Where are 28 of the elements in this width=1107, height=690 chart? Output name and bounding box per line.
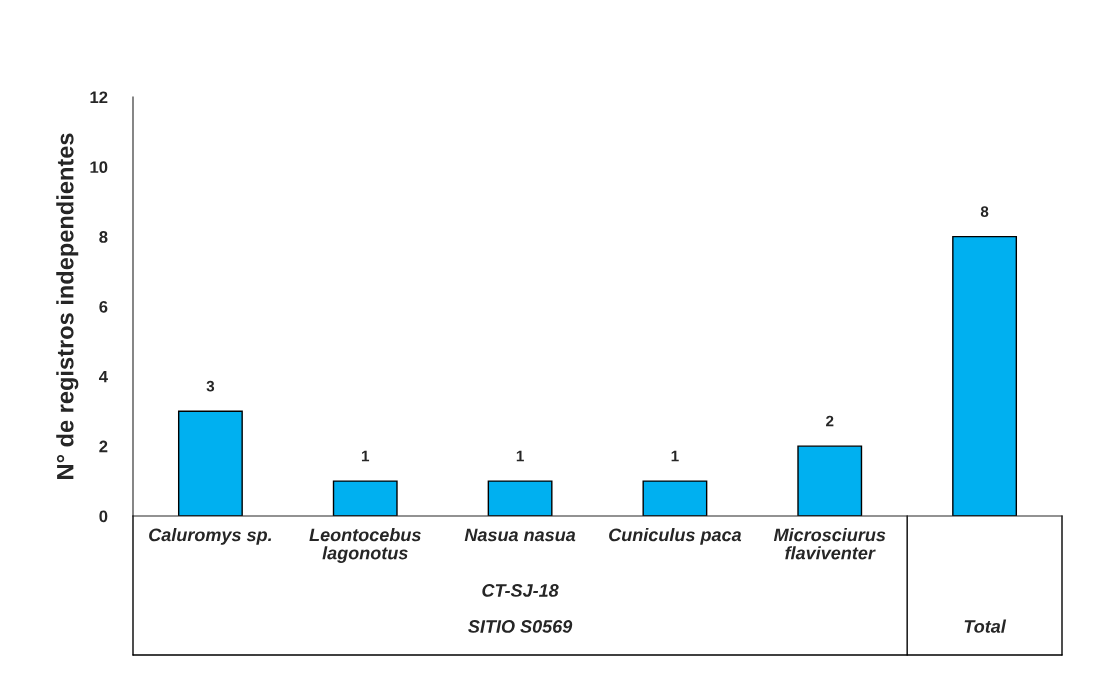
x-tick-label: Nasua nasua: [464, 528, 576, 542]
data-label: 1: [516, 450, 524, 462]
y-tick-label: 4: [98, 370, 108, 383]
bar: [952, 235, 1018, 516]
y-tick-label: 8: [99, 231, 108, 243]
bar: [332, 480, 398, 516]
data-label: 3: [206, 380, 215, 392]
text: Total: [964, 619, 1007, 633]
text: SITIO S0569: [468, 620, 573, 633]
data-label: 1: [671, 450, 679, 462]
x-tick-label: Cuniculus paca: [609, 528, 742, 545]
data-label: 1: [361, 450, 370, 462]
x-tick-label: Microsciurus flaviventer: [773, 528, 886, 560]
text: CT-SJ-18: [482, 584, 559, 597]
x-tick-label: Caluromys sp.: [149, 528, 272, 545]
y-tick-label: 10: [90, 161, 108, 174]
bar: [642, 480, 708, 516]
y-tick-label: 2: [99, 440, 108, 453]
data-label: 2: [826, 415, 834, 427]
y-tick-label: 6: [99, 300, 108, 313]
y-axis-title: N° de registros independientes: [56, 133, 79, 479]
data-label: 8: [980, 206, 989, 217]
bar: [797, 445, 863, 516]
y-tick-label: 12: [90, 91, 108, 104]
bar: [487, 480, 553, 516]
bar: [177, 410, 243, 516]
x-tick-label: Leontocebus lagonotus: [309, 528, 421, 563]
y-tick-label: 0: [99, 510, 108, 523]
